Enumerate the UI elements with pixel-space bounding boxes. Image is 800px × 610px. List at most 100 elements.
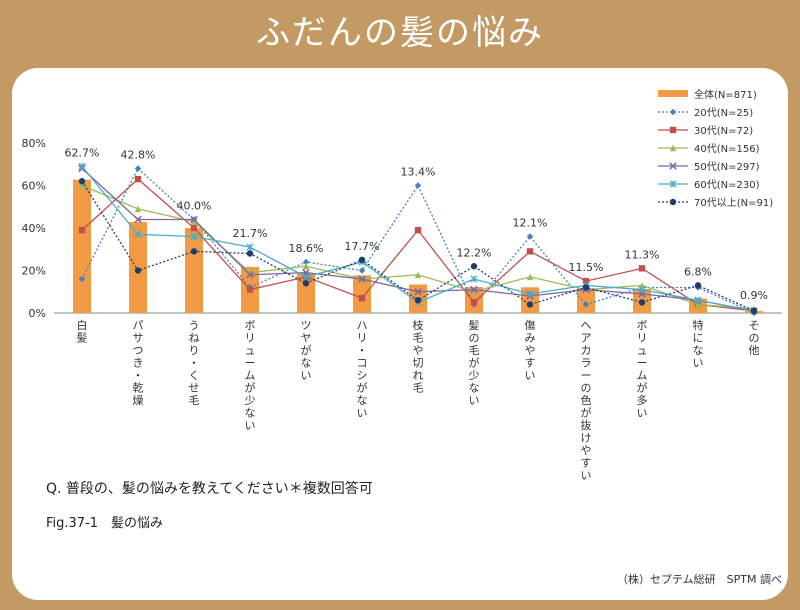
series-point bbox=[246, 286, 254, 293]
series-point bbox=[582, 301, 590, 308]
legend-label: 70代以上(N=91) bbox=[694, 197, 773, 209]
legend-label: 40代(N=156) bbox=[694, 143, 760, 155]
series-point bbox=[470, 275, 478, 283]
bar-value-label: 12.1% bbox=[513, 217, 548, 230]
series-point bbox=[302, 263, 310, 270]
legend-label: 50代(N=297) bbox=[694, 161, 760, 173]
bar-value-label: 62.7% bbox=[65, 146, 100, 159]
series-point bbox=[190, 248, 198, 255]
series-point bbox=[470, 285, 478, 294]
series-point bbox=[134, 215, 142, 224]
bar-value-label: 11.3% bbox=[625, 248, 660, 261]
series-lines bbox=[78, 162, 758, 317]
series-point bbox=[582, 284, 590, 291]
bar bbox=[73, 179, 91, 313]
series-point bbox=[470, 263, 478, 270]
series-point bbox=[190, 224, 198, 232]
series-point bbox=[134, 267, 142, 274]
bar-value-label: 12.2% bbox=[457, 246, 492, 259]
series-point bbox=[414, 271, 422, 278]
series-point bbox=[694, 301, 702, 308]
series-point bbox=[669, 108, 677, 116]
legend-label: 20代(N=25) bbox=[694, 107, 753, 119]
series-point bbox=[414, 182, 422, 189]
series-point bbox=[750, 307, 758, 315]
series-point bbox=[638, 299, 646, 306]
bar-value-label: 40.0% bbox=[177, 200, 212, 213]
bar-value-label: 13.4% bbox=[401, 166, 436, 179]
x-tick-label: 傷みやすい bbox=[525, 318, 536, 382]
x-category-labels: 白髪 パサつき・乾燥 うねり・くせ毛 ボリュームが少ない ツヤがない ハリ・コシがない 枝毛… bbox=[77, 318, 760, 482]
x-tick-label: ヘアカラーの色が抜けやすい bbox=[581, 319, 592, 482]
y-tick-label: 60% bbox=[22, 180, 46, 193]
x-tick-label: ハリ・コシがない bbox=[357, 319, 368, 420]
bar-value-label: 21.7% bbox=[233, 227, 268, 240]
series-point bbox=[414, 288, 422, 296]
series-point bbox=[134, 230, 142, 239]
series-point bbox=[78, 275, 86, 283]
series-point bbox=[358, 256, 366, 264]
x-tick-label: ツヤがない bbox=[301, 319, 312, 382]
y-tick-label: 40% bbox=[22, 222, 46, 235]
page-title: ふだんの髪の悩み bbox=[256, 13, 544, 53]
series-point bbox=[190, 218, 198, 225]
bars bbox=[73, 179, 763, 313]
bar-value-label: 0.9% bbox=[740, 289, 768, 302]
legend-label: 30代(N=72) bbox=[694, 125, 753, 137]
series-point bbox=[302, 273, 310, 281]
series-point bbox=[78, 182, 86, 189]
series-point bbox=[78, 178, 86, 185]
series-point bbox=[638, 265, 646, 272]
series-point bbox=[470, 288, 478, 295]
bar bbox=[577, 288, 595, 313]
bar-value-label: 11.5% bbox=[569, 261, 604, 274]
series-point bbox=[526, 290, 534, 298]
series-point bbox=[302, 280, 310, 287]
series-point bbox=[246, 243, 254, 251]
x-tick-label: その他 bbox=[749, 319, 760, 357]
legend-label: 全体(N=871) bbox=[694, 88, 757, 101]
series-point bbox=[526, 248, 534, 255]
series-point bbox=[246, 250, 254, 257]
x-tick-label: 枝毛や切れ毛 bbox=[413, 318, 424, 395]
series-point bbox=[638, 282, 646, 289]
series-group bbox=[78, 178, 758, 315]
series-point bbox=[78, 226, 86, 234]
figure-caption: Fig.37-1 髪の悩み bbox=[46, 516, 164, 531]
series-point bbox=[526, 301, 534, 308]
bar-value-label: 17.7% bbox=[345, 240, 380, 253]
series-point bbox=[526, 273, 534, 281]
series-point bbox=[134, 175, 142, 183]
series-point bbox=[669, 126, 677, 134]
bar-value-label: 6.8% bbox=[684, 265, 712, 278]
series-point bbox=[302, 258, 310, 266]
bar-value-label: 18.6% bbox=[289, 242, 324, 255]
bar-value-labels: 62.7% 42.8% 40.0% 21.7% 18.6% 17.7% 13.4% 12.2%… bbox=[65, 146, 768, 301]
series-point bbox=[134, 165, 142, 172]
y-tick-label: 20% bbox=[22, 265, 46, 278]
x-tick-label: 特にない bbox=[693, 318, 704, 370]
series-point bbox=[190, 232, 198, 241]
series-point bbox=[358, 275, 366, 283]
series-point bbox=[190, 215, 198, 224]
series-point bbox=[414, 226, 422, 234]
legend-swatch bbox=[658, 90, 688, 97]
series-point bbox=[358, 267, 366, 274]
series-point bbox=[246, 271, 254, 279]
question-text: Q. 普段の、髪の悩みを教えてください＊複数回答可 bbox=[46, 481, 373, 497]
x-tick-label: うねり・くせ毛 bbox=[189, 319, 200, 407]
series-point bbox=[78, 162, 86, 171]
series-point bbox=[638, 285, 646, 294]
bar bbox=[185, 228, 203, 313]
series-point bbox=[694, 282, 702, 289]
series-point bbox=[582, 277, 590, 285]
series-point bbox=[414, 297, 422, 304]
y-tick-label: 0% bbox=[29, 307, 46, 320]
series-point bbox=[134, 205, 142, 213]
x-tick-label: パサつき・乾燥 bbox=[133, 319, 144, 407]
x-tick-label: 白髪 bbox=[77, 318, 88, 345]
credit-text: （株）セプテム総研 SPTM 調べ bbox=[617, 573, 782, 586]
series-point bbox=[358, 294, 366, 302]
series-point bbox=[669, 144, 677, 152]
